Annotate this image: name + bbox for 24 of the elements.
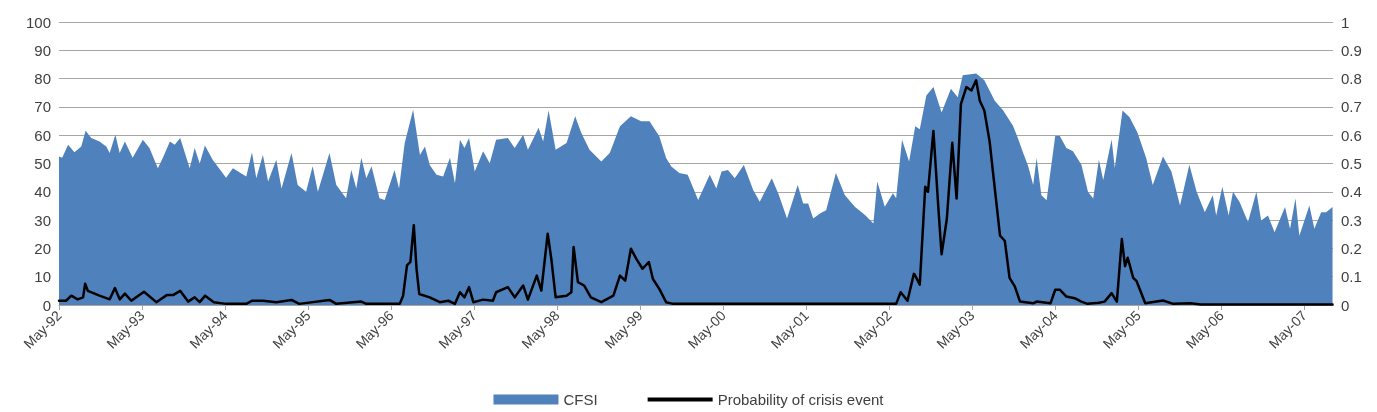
- y-tick-label: 10: [34, 268, 51, 286]
- y2-tick-label: 0.2: [1341, 239, 1362, 257]
- y2-tick-label: 0.6: [1341, 126, 1362, 144]
- y2-tick-label: 0.3: [1341, 211, 1362, 229]
- legend-label: Probability of crisis event: [717, 391, 885, 408]
- y-tick-label: 40: [34, 183, 51, 201]
- y2-tick-label: 0.9: [1341, 41, 1362, 59]
- y2-tick-label: 0.4: [1341, 183, 1362, 201]
- y-tick-label: 70: [34, 98, 51, 116]
- y-tick-label: 90: [34, 41, 51, 59]
- y-tick-label: 30: [34, 211, 51, 229]
- y-tick-label: 60: [34, 126, 51, 144]
- y2-tick-label: 0.5: [1341, 155, 1362, 172]
- y2-tick-label: 0.7: [1341, 98, 1362, 116]
- y2-tick-label: 0.1: [1341, 268, 1362, 286]
- y-tick-label: 50: [34, 155, 51, 172]
- y2-tick-label: 1: [1341, 13, 1350, 31]
- y-tick-label: 80: [34, 70, 51, 88]
- y2-tick-label: 0.8: [1341, 70, 1362, 88]
- legend-label: CFSI: [563, 391, 598, 408]
- y-tick-label: 20: [34, 239, 51, 257]
- y-tick-label: 0: [42, 296, 51, 314]
- y-tick-label: 100: [25, 13, 51, 31]
- y2-tick-label: 0: [1341, 296, 1350, 314]
